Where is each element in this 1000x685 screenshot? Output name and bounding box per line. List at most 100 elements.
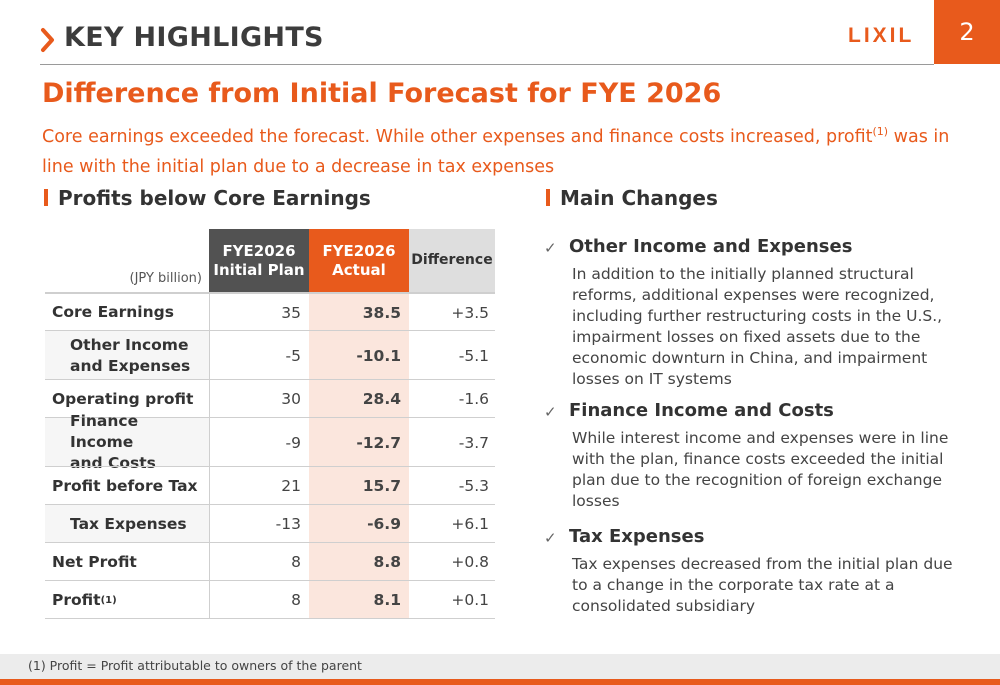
actual-value: -12.7	[356, 433, 401, 452]
plan-value: 8	[291, 591, 301, 609]
row-divider	[45, 504, 495, 505]
profits-table: (JPY billion) FYE2026 Initial Plan FYE202…	[45, 229, 495, 619]
page-number-box: 2	[934, 0, 1000, 64]
table-row: Core Earnings 35 38.5 +3.5	[45, 294, 495, 331]
plan-value: 8	[291, 553, 301, 571]
table-row: Other Income and Expenses -5 -10.1 -5.1	[45, 331, 495, 380]
table-top-rule	[45, 292, 495, 294]
change-title: Finance Income and Costs	[569, 400, 834, 421]
footnote-ref: (1)	[100, 594, 117, 606]
plan-value: 30	[281, 390, 301, 408]
change-body: Tax expenses decreased from the initial …	[572, 555, 953, 615]
row-label: Other Income and Expenses	[70, 331, 205, 380]
row-label-background	[45, 331, 209, 380]
page-number: 2	[959, 18, 975, 46]
change-item: ✓ Finance Income and Costs While interes…	[544, 400, 964, 515]
unit-label: (JPY billion)	[129, 271, 203, 286]
difference-value: -1.6	[458, 390, 489, 408]
table-section-heading-text: Profits below Core Earnings	[58, 186, 371, 210]
row-label: Operating profit	[52, 389, 194, 408]
row-label-background	[45, 418, 209, 467]
difference-value: -5.1	[458, 346, 489, 365]
difference-value: +3.5	[451, 303, 489, 322]
difference-value: +6.1	[451, 515, 489, 533]
subtitle-footnote-ref: (1)	[872, 125, 889, 138]
table-row: Profit (1) 8 8.1 +0.1	[45, 581, 495, 619]
actual-value: -10.1	[356, 346, 401, 365]
actual-value: 8.8	[373, 553, 401, 571]
changes-section-heading: Main Changes	[546, 186, 718, 210]
column-header-difference: Difference	[409, 229, 495, 292]
row-divider	[45, 379, 495, 380]
table-row: Operating profit 30 28.4 -1.6	[45, 380, 495, 418]
changes-section-heading-text: Main Changes	[560, 186, 718, 210]
row-label-line: and Costs	[70, 454, 156, 472]
page-title: Difference from Initial Forecast for FYE…	[42, 78, 722, 109]
difference-value: -5.3	[458, 477, 489, 495]
table-row: Net Profit 8 8.8 +0.8	[45, 543, 495, 581]
table-row: Finance Income and Costs -9 -12.7 -3.7	[45, 412, 495, 472]
subtitle-part1: Core earnings exceeded the forecast. Whi…	[42, 126, 873, 147]
footnote-band	[0, 654, 1000, 679]
change-body: In addition to the initially planned str…	[572, 265, 943, 388]
row-divider	[45, 618, 495, 619]
footnote: (1) Profit = Profit attributable to owne…	[28, 658, 362, 673]
row-label: Profit (1)	[52, 581, 207, 619]
column-header-initial-plan: FYE2026 Initial Plan	[209, 229, 309, 292]
actual-value: 8.1	[373, 591, 401, 609]
row-label: Tax Expenses	[70, 514, 187, 533]
row-label: Profit before Tax	[52, 476, 198, 495]
plan-value: 21	[281, 477, 301, 495]
row-label: Core Earnings	[52, 303, 174, 321]
change-item: ✓ Other Income and Expenses In addition …	[544, 236, 964, 396]
plan-value: -5	[285, 346, 301, 365]
row-divider	[45, 417, 495, 418]
heading-bar	[546, 189, 550, 206]
difference-value: +0.1	[451, 591, 489, 609]
row-divider	[45, 580, 495, 581]
column-header-line: FYE2026	[322, 241, 396, 260]
column-header-actual: FYE2026 Actual	[309, 229, 409, 292]
column-header-line: Actual	[332, 260, 386, 279]
header-divider	[40, 64, 934, 65]
change-item: ✓ Tax Expenses Tax expenses decreased fr…	[544, 526, 964, 621]
row-label-line: Finance Income	[70, 412, 139, 451]
row-label-text: Profit	[52, 590, 101, 609]
heading-bar	[44, 189, 48, 206]
table-section-heading: Profits below Core Earnings	[44, 186, 371, 210]
check-icon: ✓	[544, 239, 557, 257]
difference-value: +0.8	[451, 553, 489, 571]
column-header-line: Initial Plan	[213, 260, 305, 279]
difference-value: -3.7	[458, 433, 489, 452]
check-icon: ✓	[544, 403, 557, 421]
actual-value: 28.4	[362, 390, 401, 408]
table-row: Tax Expenses -13 -6.9 +6.1	[45, 505, 495, 543]
row-divider	[45, 466, 495, 467]
plan-value: 35	[281, 303, 301, 322]
actual-value: 38.5	[362, 303, 401, 322]
page-subtitle: Core earnings exceeded the forecast. Whi…	[42, 117, 972, 182]
change-body: While interest income and expenses were …	[572, 429, 949, 510]
row-label-line: and Expenses	[70, 356, 191, 375]
label-column-divider	[209, 292, 210, 619]
plan-value: -13	[275, 515, 301, 533]
company-logo: LIXIL	[848, 24, 915, 47]
row-label: Net Profit	[52, 552, 137, 571]
section-title: KEY HIGHLIGHTS	[64, 22, 324, 53]
footer-accent-bar	[0, 679, 1000, 685]
check-icon: ✓	[544, 529, 557, 547]
subtitle-part2: was in line with the initial plan due to…	[42, 126, 950, 177]
actual-column-background	[309, 292, 409, 619]
row-label-line: Other Income	[70, 335, 189, 354]
table-row: Profit before Tax 21 15.7 -5.3	[45, 467, 495, 505]
row-label-background	[45, 505, 209, 543]
row-label: Finance Income and Costs	[70, 412, 205, 472]
change-title: Tax Expenses	[569, 526, 705, 547]
column-header-line: FYE2026	[222, 241, 296, 260]
plan-value: -9	[285, 433, 301, 452]
row-divider	[45, 330, 495, 331]
chevron-right-icon	[41, 28, 54, 52]
actual-value: 15.7	[362, 477, 401, 495]
actual-value: -6.9	[367, 515, 401, 533]
row-divider	[45, 542, 495, 543]
